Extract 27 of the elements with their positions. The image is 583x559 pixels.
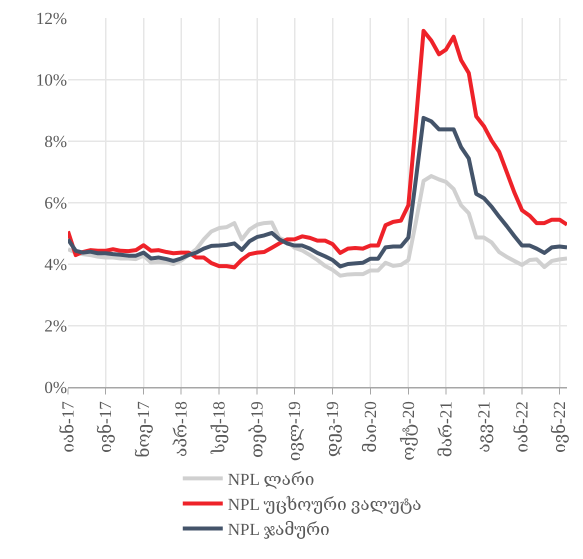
x-tick-label: ივნ-22 <box>550 401 570 453</box>
x-tick-label: დეკ-19 <box>323 401 342 457</box>
x-tick-label: აგვ-21 <box>474 401 494 453</box>
x-tick-label: იან-17 <box>58 400 78 453</box>
x-tick-label: თებ-19 <box>248 401 267 458</box>
legend-label: NPL ჯამური <box>228 520 330 540</box>
x-tick-label: სექ-18 <box>210 401 229 455</box>
x-tick-label: აპრ-18 <box>172 401 191 457</box>
x-tick-label: ნოე-17 <box>134 400 154 458</box>
y-tick-label: 2% <box>44 316 67 336</box>
legend-label: NPL ლარი <box>228 470 314 489</box>
line-series <box>68 174 567 278</box>
legend-label: NPL უცხოური ვალუტა <box>228 495 422 514</box>
x-tick-label: ივნ-17 <box>96 400 116 453</box>
y-tick-label: 10% <box>36 70 67 90</box>
x-tick-label: მაი-20 <box>360 401 380 453</box>
x-tick-label: იან-22 <box>512 401 532 453</box>
line-series <box>68 116 567 268</box>
y-tick-label: 6% <box>44 193 67 212</box>
x-tick-label: ოქტ-20 <box>398 401 418 461</box>
line-series <box>68 28 567 270</box>
y-tick-label: 0% <box>44 378 67 397</box>
y-tick-label: 8% <box>44 132 67 151</box>
y-tick-label: 12% <box>36 8 67 28</box>
x-tick-label: ივლ-19 <box>285 401 304 462</box>
y-tick-label: 4% <box>44 254 67 274</box>
x-tick-label: მარ-21 <box>436 401 456 458</box>
